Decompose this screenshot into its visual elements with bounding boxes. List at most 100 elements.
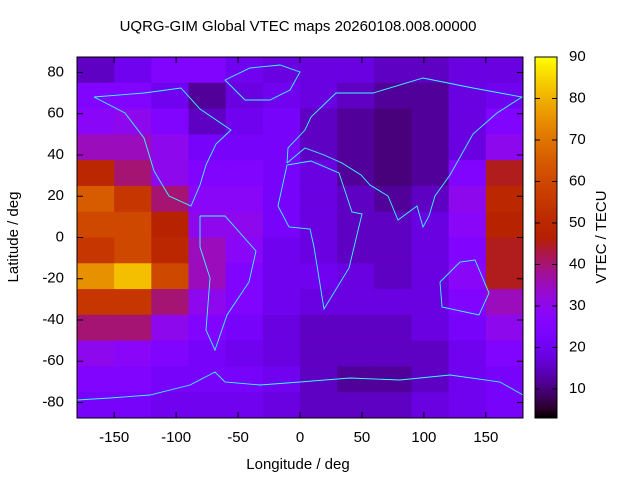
heatmap-cell (411, 211, 450, 238)
coastline (93, 87, 232, 207)
y-tick-label: 20 (47, 187, 64, 204)
heatmap-cell (300, 108, 338, 135)
heatmap-cell (114, 160, 152, 187)
heatmap-cell (374, 392, 412, 418)
heatmap-cell (448, 392, 487, 418)
heatmap-cell (300, 57, 338, 84)
heatmap-cell (114, 289, 152, 316)
heatmap-cell (114, 263, 152, 290)
heatmap-cell (225, 160, 264, 187)
heatmap-cell (337, 392, 375, 418)
heatmap-cell (374, 108, 412, 135)
heatmap-cell (411, 289, 450, 316)
heatmap-cell (374, 289, 412, 316)
heatmap-cell (225, 289, 264, 316)
coastline (199, 215, 257, 352)
heatmap-cell (188, 57, 227, 84)
y-tick-label: -40 (42, 311, 64, 328)
heatmap-cell (374, 134, 412, 161)
heatmap-cell (448, 108, 487, 135)
heatmap-cell (225, 366, 264, 393)
heatmap-cell (188, 237, 227, 264)
heatmap-cell (448, 160, 487, 187)
heatmap-cell (114, 108, 152, 135)
heatmap-cell (448, 237, 487, 264)
heatmap-cell (262, 366, 301, 393)
heatmap-cell (151, 263, 189, 290)
heatmap-cell (485, 211, 523, 238)
heatmap-cell (151, 108, 189, 135)
heatmap-cell (300, 211, 338, 238)
heatmap-cell (300, 392, 338, 418)
heatmap-cell (485, 134, 523, 161)
heatmap-cell (448, 57, 487, 84)
heatmap-cell (262, 340, 301, 367)
heatmap-cell (225, 237, 264, 264)
heatmap-cell (411, 185, 450, 213)
y-axis-label: Latitude / deg (5, 192, 22, 283)
coastlines (77, 64, 523, 401)
heatmap-cell (151, 211, 189, 238)
heatmap-cell (77, 392, 115, 418)
heatmap-cell (151, 392, 189, 418)
coastline (77, 371, 523, 401)
heatmap-cell (77, 160, 115, 187)
heatmap-cell (77, 263, 115, 290)
heatmap-cell (114, 340, 152, 367)
heatmap-cell (225, 211, 264, 238)
heatmap-cell (77, 237, 115, 264)
heatmap-cell (151, 314, 189, 342)
heatmap-cell (77, 57, 115, 84)
heatmap-cell (448, 340, 487, 367)
heatmap-cell (337, 160, 375, 187)
colorbar-tick-label: 20 (569, 338, 586, 355)
x-tick-label: 150 (473, 429, 498, 446)
coastline (286, 77, 523, 229)
heatmap-cell (77, 314, 115, 342)
heatmap-cell (225, 185, 264, 213)
y-tick-label: -60 (42, 352, 64, 369)
heatmap-cell (411, 57, 450, 84)
heatmap-cell (485, 314, 523, 342)
heatmap-cell (337, 289, 375, 316)
heatmap-cell (77, 185, 115, 213)
heatmap-cell (188, 134, 227, 161)
x-tick-label: 50 (354, 429, 371, 446)
heatmap-cell (337, 134, 375, 161)
heatmap-cell (151, 57, 189, 84)
heatmap-cell (262, 211, 301, 238)
heatmap-cell (114, 82, 152, 110)
heatmap-cell (485, 263, 523, 290)
heatmap-cell (225, 134, 264, 161)
heatmap-cell (337, 185, 375, 213)
heatmap-cell (225, 263, 264, 290)
heatmap-cell (77, 289, 115, 316)
heatmap-cell (485, 392, 523, 418)
colorbar-tick-label: 10 (569, 380, 586, 397)
heatmap-cell (448, 289, 487, 316)
colorbar-tick-label: 60 (569, 172, 586, 189)
colorbar-tick-label: 70 (569, 131, 586, 148)
heatmap-cell (151, 340, 189, 367)
y-tick-label: -80 (42, 393, 64, 410)
colorbar (534, 56, 558, 419)
heatmap-cell (262, 160, 301, 187)
heatmap-cell (262, 134, 301, 161)
heatmap-cell (262, 289, 301, 316)
heatmap-cell (448, 185, 487, 213)
heatmap-cell (225, 340, 264, 367)
heatmap-cell (151, 185, 189, 213)
heatmap-cell (337, 82, 375, 110)
heatmap-cell (77, 340, 115, 367)
heatmap-cell (411, 340, 450, 367)
heatmap-cell (225, 392, 264, 418)
colorbar-tick-label: 30 (569, 297, 586, 314)
heatmap-cell (300, 134, 338, 161)
y-tick-label: 80 (47, 63, 64, 80)
heatmap (77, 57, 523, 418)
heatmap-cell (411, 160, 450, 187)
heatmap-cell (337, 366, 375, 393)
heatmap-cell (114, 366, 152, 393)
coastline (439, 259, 490, 316)
heatmap-cell (188, 160, 227, 187)
